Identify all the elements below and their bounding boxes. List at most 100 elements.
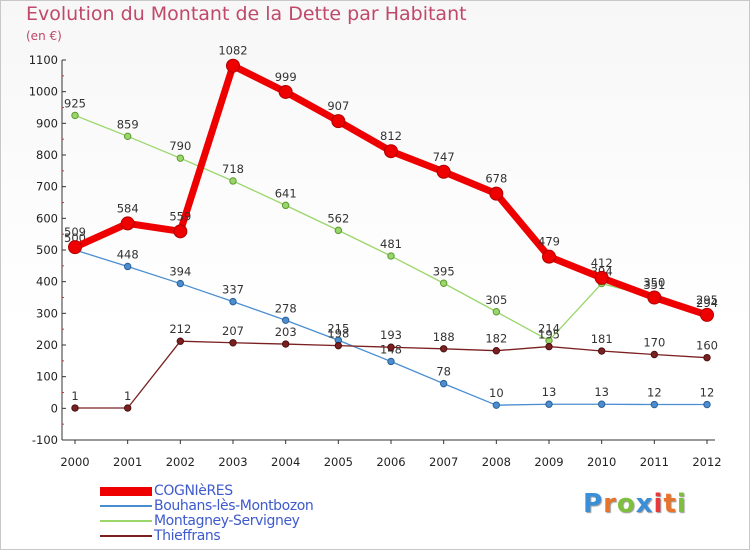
data-point	[492, 308, 501, 316]
data-point	[229, 177, 237, 185]
x-tick-label: 2005	[324, 455, 353, 469]
data-label: 395	[433, 264, 455, 278]
data-label: 12	[647, 386, 662, 400]
data-point	[439, 279, 448, 287]
data-point	[278, 84, 293, 99]
data-label: 559	[169, 209, 191, 223]
x-tick-label: 2011	[640, 455, 669, 469]
data-point	[594, 270, 609, 285]
data-point	[700, 307, 714, 322]
data-label: 12	[700, 386, 715, 400]
data-point	[68, 240, 82, 255]
data-label: 195	[538, 328, 560, 342]
data-label: 182	[485, 332, 507, 346]
legend-label: Bouhans-lès-Montbozon	[154, 498, 314, 514]
data-label: 562	[327, 211, 349, 225]
data-label: 305	[485, 293, 507, 307]
data-point	[545, 342, 553, 351]
data-point	[387, 252, 395, 260]
data-label: 412	[591, 256, 613, 270]
data-label: 207	[222, 324, 244, 338]
legend-label: Montagney-Servigney	[154, 513, 300, 529]
data-point	[439, 345, 448, 353]
legend-swatch	[100, 520, 152, 522]
data-label: 181	[591, 332, 613, 346]
data-label: 212	[169, 322, 191, 336]
data-label: 198	[327, 327, 349, 341]
data-label: 295	[696, 293, 718, 307]
data-label: 193	[380, 328, 402, 342]
x-tick-label: 2009	[534, 455, 563, 469]
data-label: 13	[542, 385, 557, 399]
x-tick-label: 2007	[429, 455, 458, 469]
data-label: 481	[380, 237, 402, 251]
data-point	[123, 132, 132, 141]
data-label: 10	[489, 386, 504, 400]
data-label: 394	[169, 265, 191, 279]
x-tick-label: 2006	[376, 455, 405, 469]
data-label: 584	[117, 201, 139, 215]
data-point	[436, 164, 451, 179]
data-point	[281, 201, 290, 210]
data-point	[650, 400, 659, 409]
data-label: 1082	[218, 44, 247, 58]
data-point	[226, 58, 240, 73]
data-label: 509	[64, 225, 86, 239]
y-tick-label: 100	[36, 370, 58, 384]
data-point	[387, 357, 395, 366]
data-label: 13	[594, 385, 609, 399]
data-point	[71, 404, 79, 412]
data-point	[334, 341, 343, 350]
y-tick-label: 0	[51, 401, 58, 415]
data-label: 1	[124, 389, 131, 403]
data-point	[703, 353, 711, 362]
chart-unit-label: (en €)	[26, 29, 62, 43]
data-point	[71, 111, 79, 120]
data-label: 641	[275, 186, 297, 200]
chart-title: Evolution du Montant de la Dette par Hab…	[26, 3, 467, 25]
data-point	[597, 400, 606, 408]
data-point	[176, 154, 185, 162]
legend-item: Thieffrans	[100, 528, 400, 544]
data-label: 907	[327, 99, 349, 113]
data-point	[229, 339, 237, 347]
data-point	[647, 290, 662, 305]
data-point	[123, 404, 132, 412]
proxiti-logo: Proxiti	[583, 489, 687, 519]
data-point	[387, 343, 395, 351]
y-tick-label: 600	[36, 211, 58, 225]
data-point	[703, 400, 711, 409]
x-tick-label: 2004	[271, 455, 300, 469]
data-point	[331, 114, 346, 129]
data-point	[334, 226, 343, 235]
data-label: 214	[538, 322, 560, 336]
y-tick-label: 800	[36, 148, 58, 162]
data-point	[489, 186, 504, 201]
data-label: 78	[436, 365, 451, 379]
x-tick-label: 2012	[692, 455, 721, 469]
data-label: 294	[696, 296, 718, 310]
legend-swatch	[100, 505, 152, 507]
data-label: 448	[117, 247, 139, 261]
data-label: 790	[169, 139, 191, 153]
x-tick-label: 2003	[218, 455, 247, 469]
data-point	[123, 262, 132, 271]
legend-swatch	[100, 535, 152, 537]
y-tick-label: 200	[36, 338, 58, 352]
data-point	[281, 316, 290, 324]
x-tick-label: 2000	[60, 455, 89, 469]
legend-label: Thieffrans	[154, 528, 221, 544]
data-point	[439, 379, 448, 388]
legend-swatch	[100, 486, 152, 496]
data-point	[176, 279, 185, 288]
data-point	[492, 401, 501, 409]
data-label: 678	[485, 172, 507, 186]
data-label: 278	[275, 301, 297, 315]
data-point	[120, 216, 135, 231]
data-label: 925	[64, 96, 86, 110]
y-tick-label: -100	[32, 433, 58, 447]
data-point	[173, 224, 188, 239]
data-label: 188	[433, 330, 455, 344]
